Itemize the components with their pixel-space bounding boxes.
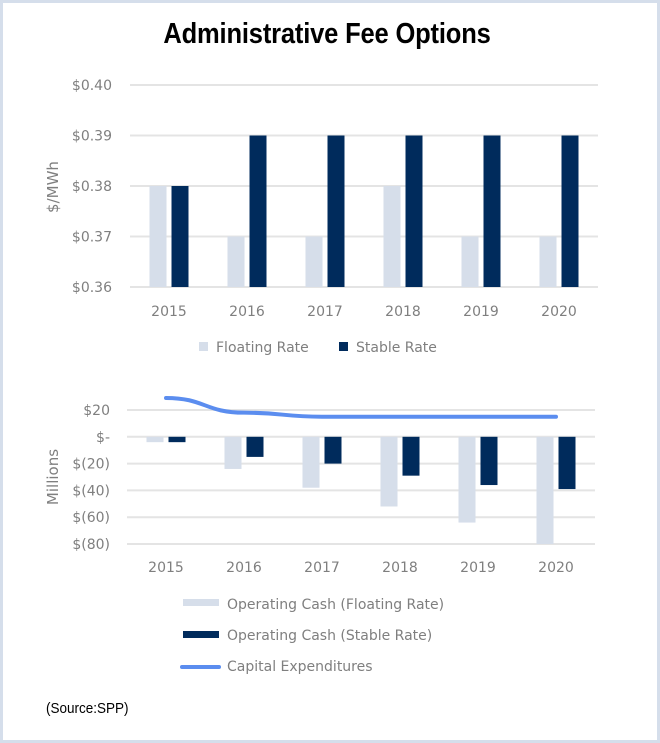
- y-tick-label: $(80): [72, 537, 110, 553]
- x-tick-label: 2018: [385, 304, 421, 320]
- y-tick-label: $(20): [72, 457, 110, 473]
- legend-label-stable-cash: Operating Cash (Stable Rate): [227, 628, 432, 644]
- y-tick-label: $-: [96, 430, 110, 446]
- y-tick-label: $(40): [72, 483, 110, 499]
- legend-label-floating-cash: Operating Cash (Floating Rate): [227, 597, 444, 613]
- y-axis-label: $/MWh: [44, 161, 62, 213]
- x-tick-label: 2015: [151, 304, 187, 320]
- y-axis-label: Millions: [44, 449, 62, 505]
- bar-floating: [461, 236, 479, 287]
- bar-floating: [302, 436, 320, 488]
- x-tick-label: 2017: [307, 304, 343, 320]
- bar-stable: [249, 135, 267, 287]
- bar-stable: [558, 436, 576, 490]
- legend-label-floating: Floating Rate: [216, 340, 309, 356]
- bar-floating: [146, 436, 164, 443]
- y-tick-label: $20: [83, 403, 110, 419]
- legend-swatch-stable: [339, 342, 348, 351]
- capex-line: [164, 395, 558, 419]
- bar-stable: [483, 135, 501, 287]
- legend-swatch-floating-cash: [183, 599, 219, 606]
- bar-floating: [536, 436, 554, 544]
- legend-swatch-stable-cash: [183, 631, 219, 638]
- bar-floating: [224, 436, 242, 469]
- bar-floating: [227, 236, 245, 287]
- bar-floating: [539, 236, 557, 287]
- y-tick-label: $0.38: [72, 179, 112, 195]
- legend: Operating Cash (Floating Rate) Operating…: [180, 597, 444, 675]
- x-tick-label: 2016: [226, 560, 262, 576]
- bar-floating: [305, 236, 323, 287]
- x-tick-label: 2018: [382, 560, 418, 576]
- bar-stable: [561, 135, 579, 287]
- x-tick-label: 2020: [541, 304, 577, 320]
- y-tick-label: $(60): [72, 510, 110, 526]
- y-tick-label: $0.37: [72, 230, 112, 246]
- legend: Floating Rate Stable Rate: [199, 340, 437, 356]
- bar-stable: [480, 436, 498, 486]
- bar-floating: [458, 436, 476, 523]
- y-tick-label: $0.39: [72, 129, 112, 145]
- source-note: (Source:SPP): [46, 700, 129, 717]
- bar-stable: [168, 436, 186, 443]
- bar-floating: [149, 186, 167, 287]
- fee-rate-chart: $/MWh $0.40 $0.39 $0.38 $0.37 $0.36 2015 2016…: [44, 78, 598, 356]
- legend-label-stable: Stable Rate: [356, 340, 437, 356]
- chart-panel: [3, 3, 657, 740]
- bar-floating: [380, 436, 398, 507]
- bar-stable: [327, 135, 345, 287]
- bar-stable: [324, 436, 342, 464]
- x-tick-label: 2015: [148, 560, 184, 576]
- bar-stable: [171, 186, 189, 287]
- legend-swatch-floating: [199, 342, 208, 351]
- x-tick-label: 2019: [460, 560, 496, 576]
- legend-label-capex: Capital Expenditures: [227, 659, 373, 675]
- bar-stable: [405, 135, 423, 287]
- y-tick-label: $0.36: [72, 280, 112, 296]
- x-tick-label: 2020: [538, 560, 574, 576]
- operating-cash-chart: Millions $20 $- $(20) $(40) $(60) $(80) 2015 2…: [44, 395, 595, 675]
- bar-stable: [246, 436, 264, 457]
- y-tick-label: $0.40: [72, 78, 112, 94]
- x-tick-label: 2017: [304, 560, 340, 576]
- bar-stable: [402, 436, 420, 476]
- bar-floating: [383, 186, 401, 287]
- x-tick-label: 2016: [229, 304, 265, 320]
- page-title: Administrative Fee Options: [163, 18, 491, 50]
- x-tick-label: 2019: [463, 304, 499, 320]
